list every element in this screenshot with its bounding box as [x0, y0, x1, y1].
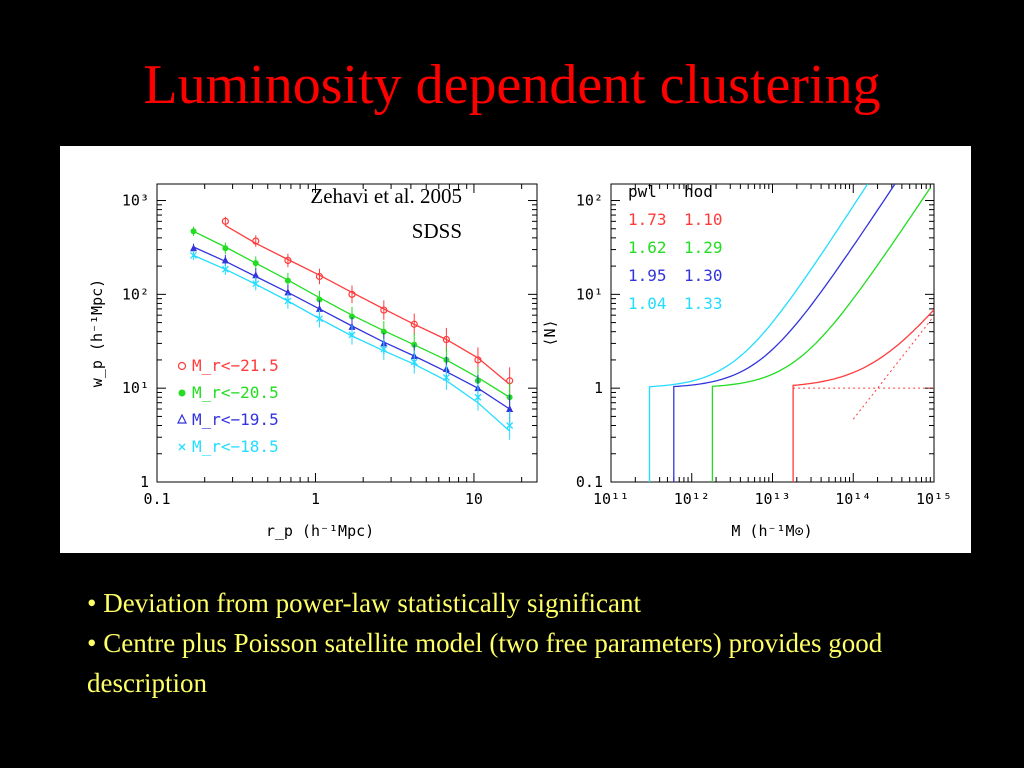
left-data-point: [252, 237, 260, 245]
left-data-point: [284, 297, 292, 305]
left-annotation-line2: SDSS: [412, 219, 462, 243]
right-legend-pwl: 1.04: [628, 294, 667, 313]
bullet-list: • Deviation from power-law statistically…: [87, 583, 967, 703]
right-legend-header-pwl: pwl: [628, 182, 657, 201]
left-legend-label: M_r<−18.5: [192, 437, 279, 456]
right-y-tick-label: 10²: [576, 192, 603, 210]
right-x-tick-label: 10¹⁵: [916, 490, 952, 508]
left-data-point: [410, 358, 418, 366]
left-y-tick-label: 10³: [122, 192, 149, 210]
left-data-point: [284, 288, 292, 296]
left-data-point: [316, 315, 323, 323]
right-hod-line-cyan: [648, 183, 869, 482]
right-legend-hod: 1.10: [684, 210, 723, 229]
left-annotation-line1: Zehavi et al. 2005: [310, 184, 462, 208]
left-x-tick-label: 1: [311, 490, 320, 508]
left-y-tick-label: 10¹: [122, 379, 149, 397]
right-legend-header-hod: hod: [684, 182, 713, 201]
slide-title: Luminosity dependent clustering: [143, 54, 881, 116]
left-y-axis-label: w_p (h⁻¹Mpc): [88, 279, 106, 387]
left-data-point: [380, 306, 388, 314]
figure-panel: 0.1 1 10 1 10¹ 10² 10³ M_r<−21.5 M_r<−20.5 M_r<−1…: [60, 146, 971, 553]
right-legend-pwl: 1.95: [628, 266, 667, 285]
left-data-point: [316, 296, 323, 303]
left-fit-line-red: [225, 225, 511, 385]
right-x-tick-label: 10¹²: [674, 490, 710, 508]
left-data-point: [315, 304, 323, 312]
left-x-axis-label: r_p (h⁻¹Mpc): [266, 522, 374, 540]
left-data-point: [190, 244, 198, 252]
left-data-point: [315, 272, 324, 281]
left-data-point: [380, 345, 388, 353]
left-data-point: [252, 280, 260, 288]
right-legend-hod: 1.29: [684, 238, 723, 257]
right-x-tick-label: 10¹³: [754, 490, 790, 508]
left-y-tick-label: 1: [140, 473, 149, 491]
left-legend-label: M_r<−21.5: [192, 356, 279, 375]
left-data-point: [190, 251, 197, 259]
left-data-point: [474, 393, 482, 401]
right-y-tick-label: 1: [594, 379, 603, 397]
left-legend-marker: [178, 443, 186, 451]
left-data-point: [348, 331, 356, 339]
left-data-point: [284, 256, 292, 265]
right-y-tick-label: 0.1: [576, 473, 603, 491]
right-plot: 10¹¹ 10¹² 10¹³ 10¹⁴ 10¹⁵ 0.1 1 10¹ 10² pwl hod 1.73…: [576, 182, 952, 508]
right-hod-line-red: [792, 309, 935, 482]
right-x-axis-label: M (h⁻¹M⊙): [731, 522, 812, 540]
right-x-tick-label: 10¹⁴: [835, 490, 871, 508]
left-data-point: [474, 356, 482, 364]
left-data-point: [348, 290, 356, 298]
left-data-point: [506, 422, 514, 429]
left-y-tick-label: 10²: [122, 285, 149, 303]
left-data-point: [190, 228, 197, 235]
left-data-point: [252, 260, 259, 267]
left-data-point: [221, 256, 229, 264]
left-legend-label: M_r<−20.5: [192, 383, 279, 402]
left-x-tick-label: 10: [465, 490, 483, 508]
right-legend-pwl: 1.73: [628, 210, 667, 229]
left-data-point: [222, 245, 229, 252]
left-legend-marker: [178, 389, 186, 397]
left-legend-marker: [177, 361, 187, 371]
left-data-point: [442, 374, 450, 381]
bullet-item-2: • Centre plus Poisson satellite model (t…: [87, 628, 883, 698]
left-data-point: [380, 328, 387, 335]
right-satellite-dashed-line: [852, 315, 935, 420]
left-data-point: [252, 271, 260, 279]
left-data-point: [221, 265, 229, 273]
left-data-point: [442, 335, 450, 344]
left-data-point: [410, 320, 418, 328]
left-legend-label: M_r<−19.5: [192, 410, 279, 429]
left-x-tick-label: 0.1: [143, 490, 170, 508]
left-plot: 0.1 1 10110¹10²10³M_r<−21.5M_r<−20.5M_r<−1…: [122, 184, 537, 508]
right-legend-hod: 1.30: [684, 266, 723, 285]
figure-svg: 0.1 1 10110¹10²10³M_r<−21.5M_r<−20.5M_r<−1…: [88, 182, 952, 540]
right-x-tick-label: 10¹¹: [593, 490, 629, 508]
left-data-point: [348, 313, 355, 320]
right-y-axis-label: ⟨N⟩: [541, 319, 559, 346]
right-legend-pwl: 1.62: [628, 238, 667, 257]
bullet-item-1: • Deviation from power-law statistically…: [87, 588, 642, 618]
left-chart-frame: [156, 183, 538, 483]
right-hod-line-blue: [673, 183, 896, 482]
left-legend-marker: [177, 413, 187, 424]
left-data-point: [284, 277, 291, 284]
right-hod-line-green: [711, 187, 931, 482]
left-data-point: [506, 404, 514, 412]
right-y-tick-label: 10¹: [576, 285, 603, 303]
right-legend-hod: 1.33: [684, 294, 723, 313]
left-data-point: [221, 217, 229, 225]
